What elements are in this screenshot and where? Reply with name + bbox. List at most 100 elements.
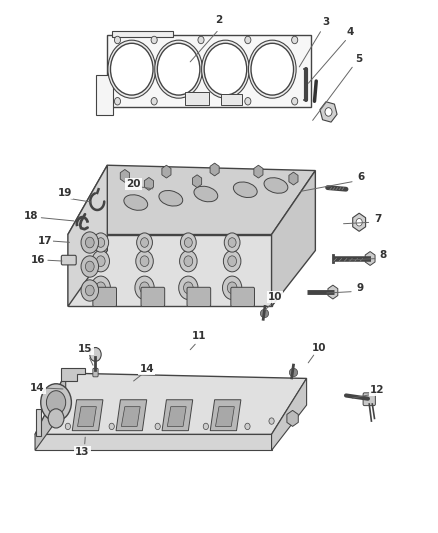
Circle shape bbox=[245, 98, 251, 105]
Text: 8: 8 bbox=[380, 250, 387, 260]
Bar bbox=[221, 94, 242, 105]
Circle shape bbox=[93, 233, 109, 252]
Polygon shape bbox=[210, 400, 241, 431]
Circle shape bbox=[251, 43, 293, 95]
Polygon shape bbox=[167, 407, 186, 426]
Circle shape bbox=[114, 36, 120, 44]
Text: 17: 17 bbox=[37, 236, 52, 246]
Circle shape bbox=[41, 384, 71, 421]
Polygon shape bbox=[116, 400, 147, 431]
Circle shape bbox=[137, 233, 152, 252]
Circle shape bbox=[81, 256, 99, 277]
Circle shape bbox=[92, 251, 110, 272]
Text: 14: 14 bbox=[139, 364, 154, 374]
Bar bbox=[112, 31, 173, 37]
Polygon shape bbox=[215, 407, 234, 426]
FancyBboxPatch shape bbox=[231, 287, 254, 306]
FancyBboxPatch shape bbox=[96, 75, 113, 115]
Text: 6: 6 bbox=[358, 172, 365, 182]
Circle shape bbox=[228, 256, 237, 266]
Text: 20: 20 bbox=[126, 179, 141, 189]
FancyBboxPatch shape bbox=[187, 287, 211, 306]
Circle shape bbox=[96, 282, 106, 294]
Polygon shape bbox=[68, 165, 315, 235]
Circle shape bbox=[48, 409, 64, 428]
Circle shape bbox=[97, 238, 105, 247]
Circle shape bbox=[155, 423, 160, 430]
Circle shape bbox=[184, 238, 192, 247]
Bar bbox=[107, 35, 311, 107]
FancyBboxPatch shape bbox=[141, 287, 165, 306]
Polygon shape bbox=[35, 434, 272, 450]
Text: 12: 12 bbox=[370, 385, 385, 395]
Polygon shape bbox=[162, 400, 193, 431]
Polygon shape bbox=[35, 373, 307, 434]
Circle shape bbox=[140, 282, 149, 294]
Circle shape bbox=[81, 232, 99, 253]
Circle shape bbox=[151, 98, 157, 105]
FancyBboxPatch shape bbox=[93, 368, 98, 377]
FancyBboxPatch shape bbox=[363, 393, 375, 406]
Text: 13: 13 bbox=[75, 447, 90, 457]
Ellipse shape bbox=[194, 186, 218, 202]
Circle shape bbox=[151, 36, 157, 44]
Circle shape bbox=[140, 256, 149, 266]
Polygon shape bbox=[121, 407, 140, 426]
Circle shape bbox=[110, 43, 153, 95]
Polygon shape bbox=[68, 165, 107, 306]
Circle shape bbox=[114, 98, 120, 105]
Polygon shape bbox=[68, 235, 272, 306]
Circle shape bbox=[325, 108, 332, 116]
Bar bbox=[185, 92, 209, 105]
Circle shape bbox=[228, 238, 236, 247]
Circle shape bbox=[46, 391, 66, 414]
Circle shape bbox=[85, 261, 94, 272]
Ellipse shape bbox=[233, 182, 257, 198]
Circle shape bbox=[227, 282, 237, 294]
Ellipse shape bbox=[264, 177, 288, 193]
Circle shape bbox=[180, 251, 197, 272]
Circle shape bbox=[109, 423, 114, 430]
Circle shape bbox=[85, 285, 94, 296]
Circle shape bbox=[65, 423, 71, 430]
Text: 16: 16 bbox=[31, 255, 46, 265]
Circle shape bbox=[223, 251, 241, 272]
Text: 5: 5 bbox=[356, 54, 363, 63]
Circle shape bbox=[90, 348, 101, 361]
Text: 19: 19 bbox=[58, 188, 72, 198]
Text: 4: 4 bbox=[347, 27, 354, 37]
FancyBboxPatch shape bbox=[61, 255, 76, 265]
Circle shape bbox=[245, 36, 251, 44]
Circle shape bbox=[108, 40, 155, 98]
Circle shape bbox=[292, 36, 298, 44]
Circle shape bbox=[203, 423, 208, 430]
Polygon shape bbox=[35, 373, 66, 450]
Circle shape bbox=[204, 43, 247, 95]
Text: 14: 14 bbox=[30, 383, 45, 393]
Text: 3: 3 bbox=[323, 18, 330, 27]
Text: 7: 7 bbox=[374, 214, 381, 223]
Circle shape bbox=[85, 237, 94, 248]
Circle shape bbox=[201, 40, 249, 98]
Circle shape bbox=[81, 280, 99, 301]
Ellipse shape bbox=[124, 195, 148, 211]
Circle shape bbox=[224, 233, 240, 252]
Text: 18: 18 bbox=[24, 211, 39, 221]
Circle shape bbox=[135, 276, 154, 300]
Polygon shape bbox=[78, 407, 96, 426]
Ellipse shape bbox=[159, 190, 183, 206]
Text: 2: 2 bbox=[215, 15, 223, 25]
Bar bbox=[36, 409, 41, 436]
Polygon shape bbox=[61, 368, 85, 381]
Circle shape bbox=[157, 43, 200, 95]
Circle shape bbox=[184, 282, 193, 294]
Text: 15: 15 bbox=[78, 344, 93, 354]
Circle shape bbox=[179, 276, 198, 300]
Circle shape bbox=[155, 40, 202, 98]
Circle shape bbox=[269, 418, 274, 424]
Circle shape bbox=[248, 40, 296, 98]
FancyBboxPatch shape bbox=[93, 287, 117, 306]
Text: 11: 11 bbox=[192, 331, 207, 341]
Circle shape bbox=[223, 276, 242, 300]
Polygon shape bbox=[72, 400, 103, 431]
